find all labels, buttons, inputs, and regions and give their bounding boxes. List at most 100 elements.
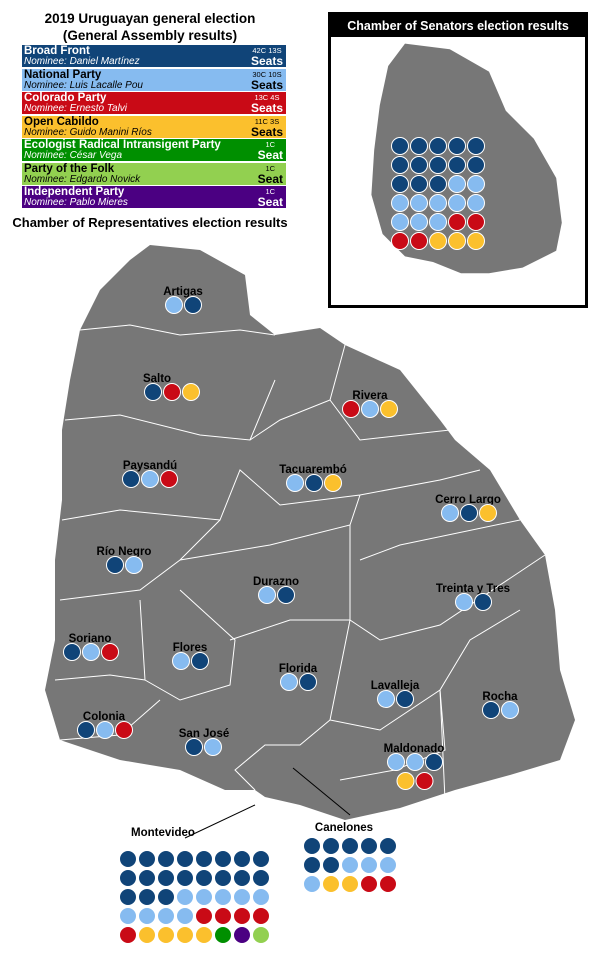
department-border xyxy=(229,525,351,641)
legend-row-ca: Open Cabildo Nominee: Guido Manini Ríos … xyxy=(22,115,286,138)
seat-fa xyxy=(341,837,359,855)
department-label: Lavalleja xyxy=(371,680,420,692)
party-seats: 13C 4S Seats xyxy=(251,93,283,114)
seat-fa xyxy=(122,470,140,488)
senate-title: Chamber of Senators election results xyxy=(331,15,585,37)
seats-count: 30C 10S xyxy=(252,69,282,79)
seat-fa xyxy=(157,869,175,887)
seat-fa xyxy=(322,837,340,855)
seat-pn xyxy=(165,296,183,314)
department-label: Artigas xyxy=(163,286,203,298)
seat-pn xyxy=(455,593,473,611)
department-border xyxy=(359,519,521,561)
seat-pc xyxy=(379,875,397,893)
legend-row-peri: Ecologist Radical Intransigent Party Nom… xyxy=(22,139,286,161)
senate-seat-ca xyxy=(467,232,485,250)
department-border xyxy=(139,589,236,701)
department-border xyxy=(349,554,546,641)
seat-fa xyxy=(360,837,378,855)
title-line-1: 2019 Uruguayan general election xyxy=(44,11,256,26)
party-nominee: Nominee: Daniel Martínez xyxy=(24,56,140,67)
seat-pc xyxy=(119,926,137,944)
seat-fa xyxy=(77,721,95,739)
senate-seat-fa xyxy=(391,175,409,193)
party-name: Broad Front xyxy=(24,45,90,57)
seat-pn xyxy=(119,907,137,925)
party-nominee: Nominee: Ernesto Talvi xyxy=(24,103,128,114)
department-border xyxy=(54,674,146,681)
senate-seat-ca xyxy=(429,232,447,250)
senate-seat-fa xyxy=(429,137,447,155)
seat-fa xyxy=(119,888,137,906)
department-florida: Florida xyxy=(279,663,318,691)
senate-seat-fa xyxy=(410,156,428,174)
seat-pn xyxy=(141,470,159,488)
seat-ca xyxy=(341,875,359,893)
senate-seat-pc xyxy=(467,213,485,231)
seat-pn xyxy=(360,856,378,874)
department-rocha: Rocha xyxy=(482,691,519,719)
seat-ca xyxy=(396,772,415,790)
department-border xyxy=(61,469,481,521)
seat-fa xyxy=(176,869,194,887)
seat-fa xyxy=(214,850,232,868)
senate-seat-pn xyxy=(429,194,447,212)
reps-title: Chamber of Representatives election resu… xyxy=(12,215,288,230)
department-border xyxy=(329,609,521,731)
party-name: Independent Party xyxy=(24,186,125,198)
department-border xyxy=(439,689,446,801)
seat-ca xyxy=(182,383,200,401)
department-label: Durazno xyxy=(253,576,299,588)
seats-label: Seat xyxy=(257,195,283,208)
department-maldonado: Maldonado xyxy=(384,743,445,790)
senate-seat-fa xyxy=(448,156,466,174)
legend-row-pg: Party of the Folk Nominee: Edgardo Novic… xyxy=(22,162,286,185)
seat-fa xyxy=(138,888,156,906)
seat-pc xyxy=(360,875,378,893)
seats-label: Seats xyxy=(250,101,283,114)
seat-fa xyxy=(185,738,203,756)
department-label: Río Negro xyxy=(97,546,152,558)
senate-seat-ca xyxy=(448,232,466,250)
seat-ca xyxy=(479,504,497,522)
party-nominee: Nominee: Pablo Mieres xyxy=(24,197,128,208)
party-name: National Party xyxy=(24,68,102,81)
seat-fa xyxy=(305,474,323,492)
seats-label: Seats xyxy=(250,124,283,138)
department-label: Soriano xyxy=(69,633,112,645)
party-name: Open Cabildo xyxy=(24,115,99,128)
senate-seat-pn xyxy=(448,175,466,193)
department-durazno: Durazno xyxy=(253,576,299,604)
seat-fa xyxy=(252,869,270,887)
seat-pc xyxy=(415,772,434,790)
senate-seat-pn xyxy=(448,194,466,212)
senate-seat-pn xyxy=(467,194,485,212)
senate-seat-pc xyxy=(448,213,466,231)
seat-pn xyxy=(204,738,222,756)
seat-fa xyxy=(138,869,156,887)
department-border xyxy=(79,324,276,336)
seat-fa xyxy=(379,837,397,855)
senate-seat-pn xyxy=(429,213,447,231)
department-lavalleja: Lavalleja xyxy=(371,680,420,708)
seat-fa xyxy=(303,856,321,874)
seat-pn xyxy=(379,856,397,874)
seat-fa xyxy=(176,850,194,868)
seat-pn xyxy=(176,888,194,906)
seat-pc xyxy=(101,643,119,661)
department-label: Maldonado xyxy=(384,743,445,755)
department-label: Florida xyxy=(279,663,318,675)
department-border xyxy=(64,379,276,441)
department-label: Colonia xyxy=(83,711,126,723)
department-colonia: Colonia xyxy=(77,711,133,739)
senate-seat-fa xyxy=(467,137,485,155)
seat-fa xyxy=(303,837,321,855)
seat-ca xyxy=(157,926,175,944)
seat-pn xyxy=(280,673,298,691)
seat-fa xyxy=(233,869,251,887)
senate-seat-fa xyxy=(410,137,428,155)
seat-ca xyxy=(324,474,342,492)
department-border xyxy=(179,494,361,561)
seats-count: 13C 4S xyxy=(254,93,280,102)
